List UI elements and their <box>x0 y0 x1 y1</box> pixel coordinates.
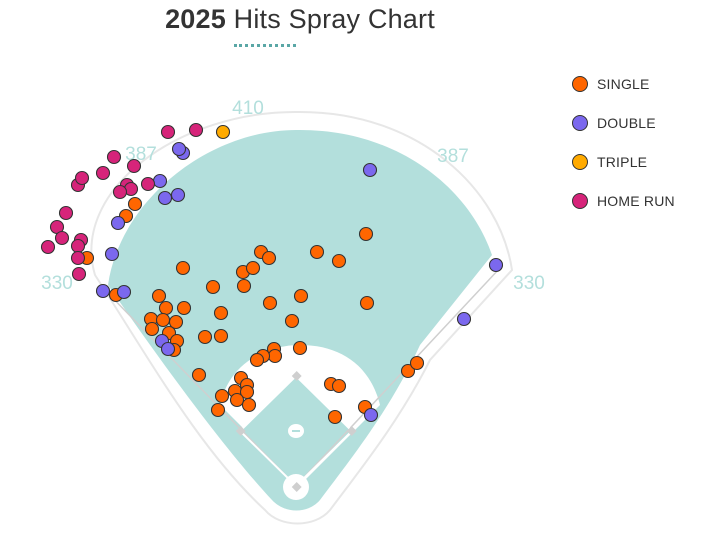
hit-point-single[interactable] <box>151 288 167 304</box>
hit-point-double[interactable] <box>170 187 186 203</box>
third-base <box>235 426 246 436</box>
legend-swatch-triple <box>572 153 588 170</box>
second-base <box>291 371 302 381</box>
chart-title-text: Hits Spray Chart <box>233 4 435 34</box>
hit-point-single[interactable] <box>197 329 213 345</box>
hit-point-home-run[interactable] <box>58 205 74 221</box>
hit-point-home-run[interactable] <box>54 230 70 246</box>
hit-point-home-run[interactable] <box>112 184 128 200</box>
hit-point-home-run[interactable] <box>74 170 90 186</box>
distance-label-left: 330 <box>41 273 73 294</box>
hit-point-home-run[interactable] <box>160 124 176 140</box>
hit-point-single[interactable] <box>191 367 207 383</box>
distance-label-center: 410 <box>232 98 264 119</box>
hit-point-single[interactable] <box>409 355 425 371</box>
hit-point-single[interactable] <box>331 378 347 394</box>
hit-point-home-run[interactable] <box>71 266 87 282</box>
hit-point-double[interactable] <box>488 257 504 273</box>
hit-point-double[interactable] <box>160 341 176 357</box>
hit-point-single[interactable] <box>284 313 300 329</box>
legend-item-home-run[interactable]: HOME RUN <box>572 181 675 220</box>
hit-point-single[interactable] <box>205 279 221 295</box>
hit-point-single[interactable] <box>309 244 325 260</box>
hit-point-single[interactable] <box>213 305 229 321</box>
home-plate <box>291 482 302 492</box>
hit-point-single[interactable] <box>327 409 343 425</box>
legend-swatch-home-run <box>572 192 588 209</box>
hit-point-home-run[interactable] <box>126 158 142 174</box>
hit-point-single[interactable] <box>213 328 229 344</box>
hit-point-double[interactable] <box>95 283 111 299</box>
hit-point-home-run[interactable] <box>95 165 111 181</box>
hit-point-single[interactable] <box>261 250 277 266</box>
hit-point-single[interactable] <box>331 253 347 269</box>
hit-point-single[interactable] <box>359 295 375 311</box>
hit-point-single[interactable] <box>175 260 191 276</box>
hit-point-double[interactable] <box>110 215 126 231</box>
first-base <box>346 426 357 436</box>
legend-swatch-single <box>572 75 588 92</box>
pitching-rubber <box>292 430 300 432</box>
hit-point-single[interactable] <box>400 363 416 379</box>
hit-point-single[interactable] <box>214 388 230 404</box>
field-grass <box>108 129 492 511</box>
chart-title-wrap: 2025 Hits Spray Chart <box>0 4 600 35</box>
hit-point-home-run[interactable] <box>106 149 122 165</box>
hit-point-home-run[interactable] <box>40 239 56 255</box>
hit-point-double[interactable] <box>456 311 472 327</box>
hit-point-single[interactable] <box>236 278 252 294</box>
legend-label-home-run: HOME RUN <box>597 192 675 209</box>
hit-point-double[interactable] <box>157 190 173 206</box>
legend-label-single: SINGLE <box>597 75 650 92</box>
legend: SINGLE DOUBLE TRIPLE HOME RUN <box>572 64 675 220</box>
foul-lines <box>99 267 501 487</box>
hit-point-single[interactable] <box>292 340 308 356</box>
hit-point-double[interactable] <box>116 284 132 300</box>
hit-point-home-run[interactable] <box>140 176 156 192</box>
hit-point-double[interactable] <box>171 141 187 157</box>
chart-title-year: 2025 <box>165 4 226 34</box>
hit-point-single[interactable] <box>249 352 265 368</box>
hit-point-double[interactable] <box>363 407 379 423</box>
hit-point-single[interactable] <box>241 397 257 413</box>
legend-item-double[interactable]: DOUBLE <box>572 103 675 142</box>
hit-point-double[interactable] <box>104 246 120 262</box>
legend-label-triple: TRIPLE <box>597 153 648 170</box>
hit-point-home-run[interactable] <box>70 250 86 266</box>
chart-title: 2025 Hits Spray Chart <box>165 4 435 34</box>
hit-point-home-run[interactable] <box>70 238 86 254</box>
hit-point-single[interactable] <box>358 226 374 242</box>
hit-point-single[interactable] <box>262 295 278 311</box>
distance-label-right-center: 387 <box>437 146 469 167</box>
legend-label-double: DOUBLE <box>597 114 656 131</box>
legend-swatch-double <box>572 114 588 131</box>
hit-point-home-run[interactable] <box>188 122 204 138</box>
hit-point-single[interactable] <box>176 300 192 316</box>
hit-point-single[interactable] <box>155 312 171 328</box>
hit-point-single[interactable] <box>158 300 174 316</box>
legend-item-single[interactable]: SINGLE <box>572 64 675 103</box>
title-underline <box>234 44 296 47</box>
hit-point-single[interactable] <box>168 314 184 330</box>
hit-point-single[interactable] <box>144 321 160 337</box>
hit-point-double[interactable] <box>362 162 378 178</box>
hit-point-triple[interactable] <box>215 124 231 140</box>
hit-point-single[interactable] <box>229 392 245 408</box>
hit-point-single[interactable] <box>245 260 261 276</box>
distance-label-right: 330 <box>513 273 545 294</box>
hit-point-single[interactable] <box>127 196 143 212</box>
hit-point-double[interactable] <box>152 173 168 189</box>
hit-point-single[interactable] <box>267 348 283 364</box>
legend-item-triple[interactable]: TRIPLE <box>572 142 675 181</box>
hit-point-single[interactable] <box>293 288 309 304</box>
hits-layer <box>40 122 504 425</box>
hit-point-single[interactable] <box>210 402 226 418</box>
